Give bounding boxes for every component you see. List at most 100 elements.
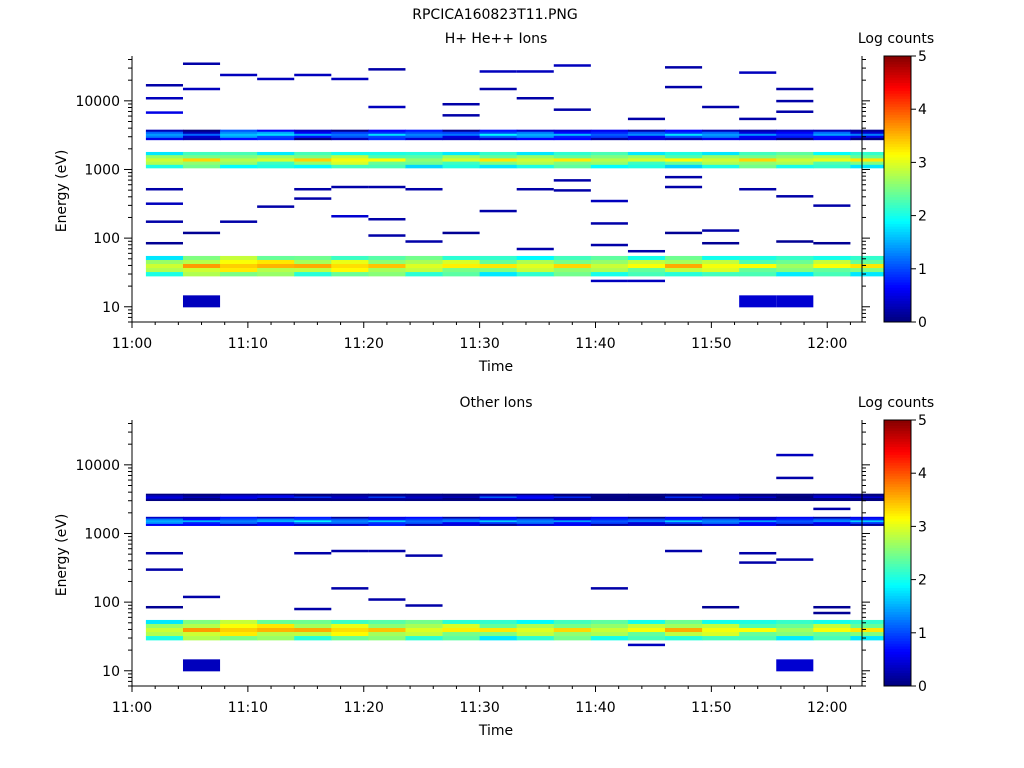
- heatmap-cell: [665, 623, 703, 629]
- heatmap-cell: [850, 493, 888, 496]
- heatmap-cell: [145, 158, 184, 162]
- heatmap-cell: [442, 151, 481, 156]
- heatmap-cell: [220, 135, 258, 139]
- colorbar-swatch: [884, 489, 911, 493]
- heatmap-cell: [590, 255, 629, 261]
- heatmap-cell: [813, 129, 851, 133]
- heatmap-cell: [553, 133, 592, 137]
- colorbar-swatch: [884, 608, 911, 612]
- heatmap-cell: [257, 77, 295, 81]
- colorbar-swatch: [884, 165, 911, 169]
- colorbar-swatch: [884, 186, 911, 190]
- heatmap-cell: [516, 523, 555, 526]
- heatmap-cell: [368, 68, 406, 71]
- colorbar-swatch: [884, 459, 911, 463]
- colorbar-swatch: [884, 98, 911, 102]
- heatmap-cell: [627, 268, 666, 273]
- colorbar-top: 0 1 2 3 4 5: [883, 49, 927, 331]
- heatmap-cell: [813, 496, 851, 499]
- colorbar-tick-label: 3: [918, 155, 927, 171]
- heatmap-cell: [442, 264, 481, 269]
- heatmap-cell: [479, 522, 518, 525]
- heatmap-cell: [405, 499, 444, 502]
- heatmap-cell: [331, 259, 369, 265]
- heatmap-cell: [665, 549, 703, 553]
- heatmap-cell: [479, 264, 518, 269]
- heatmap-cell: [257, 493, 295, 496]
- colorbar-swatch: [884, 135, 911, 139]
- heatmap-cell: [553, 623, 592, 629]
- heatmap-cell: [331, 137, 369, 141]
- heatmap-cell: [850, 636, 888, 641]
- heatmap-cell: [442, 129, 481, 133]
- heatmap-cell: [665, 495, 703, 497]
- heatmap-cell: [627, 129, 666, 133]
- heatmap-cell: [479, 155, 518, 159]
- heatmap-cell: [850, 129, 888, 133]
- heatmap-cell: [442, 522, 481, 525]
- heatmap-cell: [405, 268, 444, 273]
- heatmap-cell: [145, 155, 184, 159]
- heatmap-cell: [776, 493, 814, 496]
- heatmap-cell: [776, 495, 814, 497]
- heatmap-cell: [665, 636, 703, 641]
- heatmap-cell: [442, 161, 481, 166]
- heatmap-cell: [331, 523, 369, 526]
- heatmap-cell: [739, 164, 777, 169]
- colorbar-swatch: [884, 449, 911, 453]
- heatmap-cell: [665, 523, 703, 526]
- heatmap-cell: [145, 259, 184, 265]
- heatmap-cell: [405, 161, 444, 166]
- colorbar-swatch: [884, 298, 911, 302]
- heatmap-cell: [850, 628, 888, 633]
- heatmap-cell: [220, 259, 258, 265]
- heatmap-cell: [665, 496, 703, 499]
- heatmap-cell: [813, 518, 851, 521]
- heatmap-cell: [220, 151, 258, 156]
- colorbar-swatch: [884, 308, 911, 312]
- heatmap-cell: [702, 605, 740, 609]
- heatmap-cell: [442, 493, 481, 496]
- colorbar-swatch: [884, 420, 911, 424]
- heatmap-cell: [850, 632, 888, 637]
- colorbar-swatch: [884, 303, 911, 307]
- colorbar-swatch: [884, 117, 911, 121]
- heatmap-cell: [331, 518, 369, 521]
- heatmap-cell: [776, 628, 814, 633]
- heatmap-cell: [182, 129, 221, 133]
- heatmap-cell: [368, 636, 406, 641]
- heatmap-cell: [850, 161, 888, 166]
- colorbar-swatch: [884, 266, 911, 270]
- heatmap-cell: [702, 259, 740, 265]
- colorbar-swatch: [884, 640, 911, 644]
- heatmap-cell: [220, 264, 258, 269]
- colorbar-swatch: [884, 550, 911, 554]
- colorbar-swatch: [884, 454, 911, 458]
- colorbar-swatch: [884, 435, 911, 440]
- y-tick-label: 10000: [75, 458, 120, 474]
- heatmap-cell: [590, 158, 629, 162]
- heatmap-cell: [220, 255, 258, 261]
- heatmap-cell: [627, 632, 666, 637]
- heatmap-cell: [590, 133, 629, 137]
- heatmap-cell: [776, 659, 814, 672]
- heatmap-cell: [145, 619, 184, 625]
- heatmap-cell: [590, 151, 629, 156]
- heatmap-cell: [442, 520, 481, 523]
- colorbar-swatch: [884, 183, 911, 187]
- heatmap-cell: [368, 164, 406, 169]
- heatmap-cell: [850, 272, 888, 277]
- heatmap-cell: [850, 499, 888, 502]
- heatmap-cell: [442, 255, 481, 261]
- heatmap-cell: [739, 561, 777, 564]
- heatmap-cell: [405, 636, 444, 641]
- heatmap-cell: [479, 497, 518, 500]
- heatmap-cell: [442, 496, 481, 499]
- colorbar-label-top: Log counts: [858, 31, 934, 47]
- colorbar-swatch: [884, 130, 911, 134]
- heatmap-cell: [405, 259, 444, 265]
- heatmap-cell: [368, 255, 406, 261]
- heatmap-cell: [294, 499, 332, 502]
- heatmap-cell: [220, 161, 258, 166]
- heatmap-cell: [590, 259, 629, 265]
